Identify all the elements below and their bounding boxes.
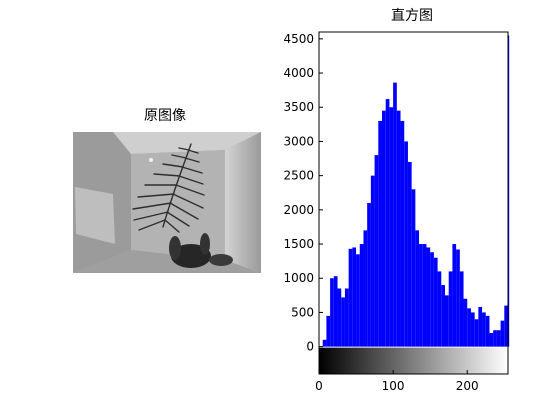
histogram-bar (437, 271, 442, 347)
histogram-bar (445, 295, 449, 347)
histogram-bar (411, 189, 416, 347)
histogram-bar (407, 161, 412, 347)
histogram-bar (474, 319, 479, 347)
histogram-bar (385, 99, 390, 347)
y-tick-label: 500 (291, 305, 314, 319)
histogram-bar (508, 35, 510, 347)
histogram-bar (489, 332, 494, 347)
histogram-bar (504, 305, 508, 347)
histogram-bar (448, 271, 453, 347)
histogram-bar (463, 298, 468, 347)
axes-frame (318, 31, 509, 375)
histogram-bar (363, 230, 368, 347)
histogram-bar (426, 247, 431, 347)
histogram-bar (493, 330, 497, 347)
grayscale-colorbar (319, 347, 508, 374)
histogram-bar (485, 315, 490, 347)
histogram-bar (470, 312, 475, 347)
histogram-bar (378, 120, 382, 347)
histogram-bar (500, 320, 505, 347)
x-axis: 0 100 200 (315, 370, 479, 393)
y-tick-label: 0 (306, 340, 314, 354)
histogram-bar (478, 306, 483, 347)
histogram-bar (433, 257, 438, 347)
histogram-bars (322, 35, 510, 347)
histogram-bar (337, 288, 342, 347)
histogram-bar (393, 82, 397, 347)
y-tick-label: 2500 (283, 169, 314, 183)
y-axis: 0 500 1000 1500 2000 2500 3000 3500 4000 4500 (283, 32, 323, 354)
histogram-bar (396, 110, 401, 347)
histogram-bar (348, 248, 353, 347)
histogram-bar (370, 175, 375, 347)
original-image (73, 132, 261, 273)
histogram-bar (359, 244, 364, 347)
y-tick-label: 2000 (283, 203, 314, 217)
histogram-bar (326, 315, 331, 347)
left-panel-title: 原图像 (144, 108, 186, 124)
histogram-bar (344, 288, 349, 347)
y-tick-label: 1500 (283, 237, 314, 251)
histogram-bar (459, 271, 464, 347)
histogram-bar (400, 120, 405, 347)
histogram-bar (330, 278, 334, 347)
histogram-bar (356, 254, 360, 347)
histogram-bar (467, 308, 471, 347)
histogram-bar (333, 276, 338, 347)
histogram-bar (422, 244, 427, 347)
histogram-bar (456, 249, 460, 347)
histogram-bar (367, 203, 371, 347)
y-tick-label: 4500 (283, 32, 314, 46)
histogram-bar (374, 155, 379, 347)
histogram-bar (352, 247, 357, 347)
chart-title: 直方图 (391, 8, 433, 24)
histogram-bar (452, 244, 457, 347)
x-tick-label: 200 (456, 379, 479, 393)
histogram-bar (419, 244, 423, 347)
histogram-bar (482, 312, 486, 347)
x-tick-label: 0 (315, 379, 323, 393)
histogram-bar (415, 230, 420, 347)
histogram-bar (430, 252, 434, 347)
y-tick-label: 3000 (283, 134, 314, 148)
y-tick-label: 3500 (283, 100, 314, 114)
histogram-bar (404, 141, 408, 347)
histogram-bar (322, 339, 327, 347)
histogram-bar (496, 330, 501, 347)
histogram-bar (389, 107, 394, 347)
x-tick-label: 100 (382, 379, 405, 393)
histogram-bar (341, 297, 345, 347)
y-tick-label: 4000 (283, 66, 314, 80)
y-tick-label: 1000 (283, 271, 314, 285)
histogram-bar (382, 110, 386, 347)
histogram-bar (441, 285, 445, 347)
